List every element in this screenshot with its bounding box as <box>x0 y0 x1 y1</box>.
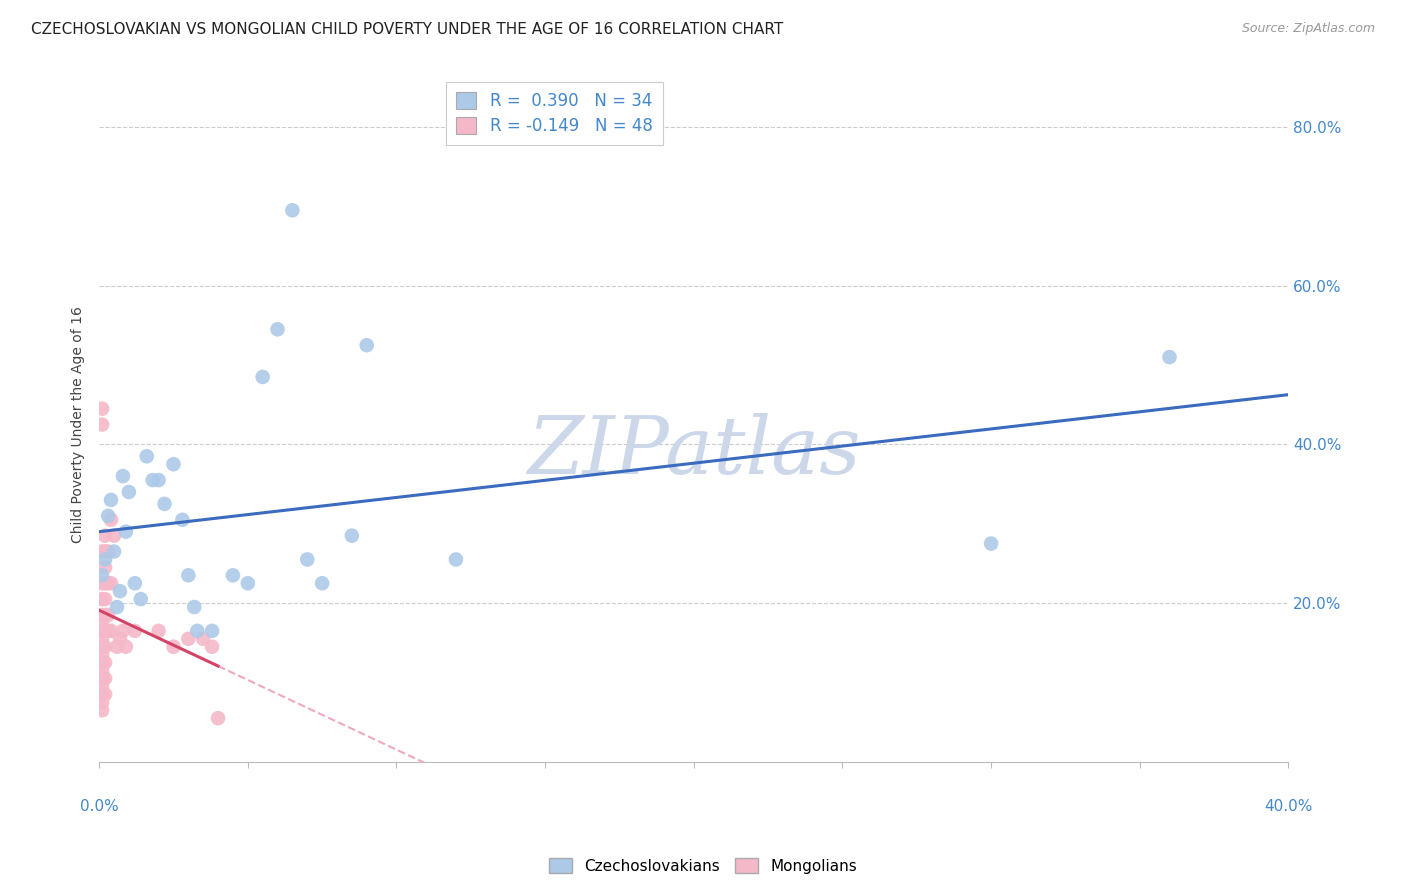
Point <box>444 552 467 566</box>
Point <box>91 615 114 630</box>
Point <box>91 687 114 701</box>
Point <box>100 513 122 527</box>
Point <box>100 492 122 507</box>
Point <box>115 640 138 654</box>
Point <box>91 576 114 591</box>
Point <box>222 568 245 582</box>
Point <box>91 703 114 717</box>
Point <box>183 600 205 615</box>
Point <box>207 711 229 725</box>
Point <box>177 568 200 582</box>
Y-axis label: Child Poverty Under the Age of 16: Child Poverty Under the Age of 16 <box>72 306 86 543</box>
Point <box>94 624 117 638</box>
Point <box>162 640 184 654</box>
Point <box>91 648 114 662</box>
Point <box>356 338 378 352</box>
Point <box>186 624 208 638</box>
Point <box>148 473 170 487</box>
Point <box>94 687 117 701</box>
Point <box>97 576 120 591</box>
Point <box>97 544 120 558</box>
Text: CZECHOSLOVAKIAN VS MONGOLIAN CHILD POVERTY UNDER THE AGE OF 16 CORRELATION CHART: CZECHOSLOVAKIAN VS MONGOLIAN CHILD POVER… <box>31 22 783 37</box>
Point <box>201 624 224 638</box>
Point <box>91 417 114 432</box>
Point <box>105 640 128 654</box>
Point <box>91 401 114 416</box>
Point <box>94 528 117 542</box>
Point <box>91 632 114 646</box>
Point <box>91 624 114 638</box>
Point <box>172 513 194 527</box>
Point <box>129 592 152 607</box>
Point <box>980 536 1002 550</box>
Point <box>94 656 117 670</box>
Point <box>94 576 117 591</box>
Point <box>94 640 117 654</box>
Point <box>297 552 319 566</box>
Point <box>94 592 117 607</box>
Point <box>91 695 114 709</box>
Point <box>91 656 114 670</box>
Point <box>97 508 120 523</box>
Point <box>100 624 122 638</box>
Point <box>153 497 176 511</box>
Point <box>340 528 363 542</box>
Point <box>135 450 157 464</box>
Point <box>91 568 114 582</box>
Point <box>100 576 122 591</box>
Legend: Czechoslovakians, Mongolians: Czechoslovakians, Mongolians <box>543 852 863 880</box>
Point <box>252 370 274 384</box>
Point <box>91 680 114 694</box>
Point <box>1159 350 1181 364</box>
Point <box>124 576 146 591</box>
Point <box>108 632 131 646</box>
Point <box>177 632 200 646</box>
Point <box>91 672 114 686</box>
Point <box>193 632 215 646</box>
Point <box>142 473 165 487</box>
Point <box>94 672 117 686</box>
Point <box>201 640 224 654</box>
Point <box>236 576 259 591</box>
Text: 0.0%: 0.0% <box>80 799 118 814</box>
Point <box>124 624 146 638</box>
Point <box>162 457 184 471</box>
Point <box>281 203 304 218</box>
Point <box>111 624 134 638</box>
Text: 40.0%: 40.0% <box>1264 799 1313 814</box>
Point <box>103 544 125 558</box>
Text: Source: ZipAtlas.com: Source: ZipAtlas.com <box>1241 22 1375 36</box>
Point <box>111 469 134 483</box>
Point <box>97 624 120 638</box>
Point <box>94 560 117 574</box>
Point <box>97 607 120 622</box>
Point <box>148 624 170 638</box>
Point <box>91 592 114 607</box>
Point <box>103 528 125 542</box>
Point <box>115 524 138 539</box>
Legend: R =  0.390   N = 34, R = -0.149   N = 48: R = 0.390 N = 34, R = -0.149 N = 48 <box>447 82 662 145</box>
Point <box>311 576 333 591</box>
Point <box>266 322 288 336</box>
Point <box>91 607 114 622</box>
Point <box>108 584 131 599</box>
Point <box>91 544 114 558</box>
Point <box>118 485 141 500</box>
Point <box>94 552 117 566</box>
Point <box>91 664 114 678</box>
Point <box>105 600 128 615</box>
Point <box>91 640 114 654</box>
Point <box>94 544 117 558</box>
Point <box>94 607 117 622</box>
Text: ZIPatlas: ZIPatlas <box>527 413 860 491</box>
